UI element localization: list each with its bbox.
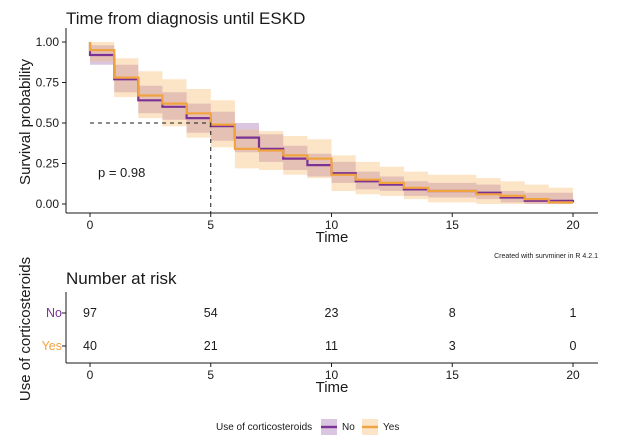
risk-count: 3 (449, 339, 456, 353)
legend-label-yes: Yes (383, 422, 399, 433)
x-tick-label: 5 (207, 218, 214, 232)
risk-x-tick-label: 10 (325, 368, 339, 382)
y-tick-label: 0.50 (36, 116, 60, 130)
software-note: Created with survminer in R 4.2.1 (494, 253, 598, 260)
risk-x-tick-label: 0 (87, 368, 94, 382)
y-tick-label: 1.00 (36, 35, 60, 49)
chart-title: Time from diagnosis until ESKD (66, 9, 305, 28)
x-tick-label: 20 (566, 218, 580, 232)
risk-count: 11 (325, 339, 338, 353)
p-value-annotation: p = 0.98 (98, 165, 145, 180)
risk-y-axis-label: Use of corticosteroids (17, 257, 34, 401)
legend-label-no: No (342, 422, 355, 433)
survival-curve-yes (88, 42, 573, 204)
risk-count: 54 (204, 306, 218, 320)
risk-row-label-no: No (46, 306, 62, 320)
risk-x-tick-label: 5 (207, 368, 214, 382)
risk-count: 23 (325, 306, 339, 320)
risk-x-tick-label: 20 (566, 368, 580, 382)
legend: Use of corticosteroids No Yes (216, 419, 399, 435)
x-tick-label: 15 (446, 218, 460, 232)
x-tick-label: 10 (325, 218, 339, 232)
risk-count: 0 (570, 339, 577, 353)
survival-plot: 0.00 0.25 0.50 0.75 1.00 0 5 10 15 20 p = 0.98 (36, 28, 598, 232)
y-tick-label: 0.00 (36, 197, 60, 211)
risk-table: No 97 54 23 8 1 Yes 40 21 11 3 0 0 5 10 15 20 (42, 292, 598, 382)
risk-count: 21 (204, 339, 218, 353)
risk-table-title: Number at risk (66, 269, 177, 288)
risk-count: 40 (83, 339, 97, 353)
legend-title: Use of corticosteroids (216, 422, 312, 433)
risk-count: 97 (83, 306, 97, 320)
x-tick-label: 0 (87, 218, 94, 232)
risk-x-axis-label: Time (316, 379, 349, 396)
risk-row-label-yes: Yes (42, 339, 62, 353)
risk-count: 8 (449, 306, 456, 320)
risk-count: 1 (570, 306, 577, 320)
y-tick-label: 0.75 (36, 76, 60, 90)
y-axis-label: Survival probability (17, 59, 34, 185)
x-axis-label: Time (316, 229, 349, 246)
risk-x-tick-label: 15 (446, 368, 460, 382)
y-tick-label: 0.25 (36, 157, 60, 171)
